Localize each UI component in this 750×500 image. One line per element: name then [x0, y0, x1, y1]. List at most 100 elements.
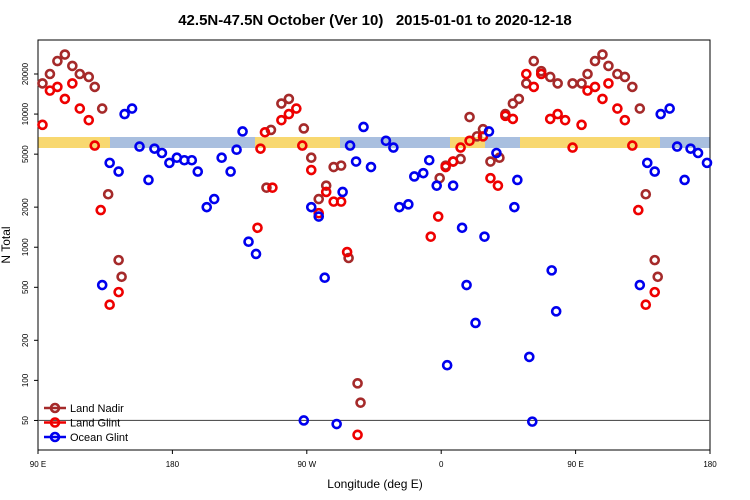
point: [485, 172, 496, 184]
y-tick-label: 100: [21, 373, 30, 387]
point: [319, 272, 331, 284]
y-tick-label: 1000: [21, 238, 30, 256]
point: [252, 222, 263, 234]
x-tick-label: 90 E: [30, 460, 46, 469]
point: [456, 222, 468, 234]
point: [305, 164, 317, 176]
legend-marker: [49, 402, 61, 414]
point: [37, 119, 48, 131]
point: [403, 199, 414, 210]
point: [352, 429, 363, 441]
point: [149, 143, 160, 154]
point: [388, 142, 399, 153]
point: [423, 154, 435, 166]
point: [464, 135, 475, 147]
point: [164, 157, 175, 169]
y-tick-label: 10000: [21, 102, 30, 125]
point: [432, 211, 444, 222]
point: [612, 103, 623, 114]
point: [640, 299, 652, 311]
point: [365, 161, 377, 173]
point: [298, 123, 310, 134]
point: [485, 156, 496, 167]
point: [685, 143, 696, 154]
point: [192, 166, 204, 177]
point: [491, 147, 502, 159]
point: [67, 60, 78, 72]
point: [447, 180, 459, 191]
plot-frame: [37, 39, 711, 451]
point: [186, 154, 198, 166]
legend-label: Ocean Glint: [70, 432, 128, 444]
point: [320, 180, 332, 191]
point: [291, 103, 302, 114]
point: [89, 81, 101, 93]
point: [544, 71, 556, 83]
point: [74, 68, 86, 80]
x-tick-label: 90 E: [567, 460, 583, 469]
point: [320, 186, 332, 198]
point: [603, 78, 614, 89]
point: [67, 78, 78, 89]
point: [417, 167, 429, 179]
point: [513, 93, 525, 105]
point: [83, 114, 95, 126]
point: [119, 108, 130, 120]
y-tick-label: 500: [21, 280, 30, 294]
point: [380, 135, 392, 147]
point: [337, 186, 348, 198]
point: [627, 140, 638, 151]
point: [297, 140, 308, 151]
point: [701, 157, 713, 169]
point: [649, 254, 661, 266]
point: [649, 286, 661, 298]
point: [305, 152, 317, 164]
point: [350, 156, 362, 167]
point: [649, 166, 661, 177]
point: [544, 113, 556, 125]
y-tick-label: 50: [21, 415, 30, 424]
point: [335, 160, 347, 171]
point: [589, 81, 601, 93]
point: [409, 171, 420, 182]
point: [447, 156, 459, 167]
point: [83, 71, 95, 83]
point: [259, 126, 271, 138]
point: [201, 201, 213, 213]
point: [156, 147, 168, 159]
point: [225, 166, 236, 177]
point: [552, 108, 563, 120]
point: [576, 78, 587, 89]
point: [255, 143, 266, 154]
y-tick-label: 20000: [21, 62, 30, 85]
legend-label: Land Glint: [70, 418, 120, 430]
point: [231, 144, 242, 156]
point: [692, 147, 704, 159]
point: [113, 286, 124, 298]
point: [464, 111, 475, 123]
point: [331, 418, 342, 430]
point: [634, 279, 646, 291]
point: [335, 196, 347, 207]
point: [102, 188, 114, 200]
point: [96, 103, 108, 114]
point: [576, 119, 587, 131]
y-tick-label: 2000: [21, 198, 30, 216]
point: [526, 416, 538, 427]
point: [479, 231, 490, 242]
point: [455, 142, 466, 153]
point: [471, 131, 483, 142]
point: [664, 103, 675, 114]
point: [305, 201, 317, 213]
point: [633, 204, 644, 216]
point: [431, 180, 443, 191]
point: [313, 193, 325, 205]
point: [492, 180, 504, 191]
legend-marker: [49, 417, 61, 428]
point: [559, 114, 571, 126]
x-tick-label: 180: [703, 460, 717, 469]
point: [283, 93, 295, 105]
point: [243, 236, 254, 248]
point: [528, 55, 540, 67]
